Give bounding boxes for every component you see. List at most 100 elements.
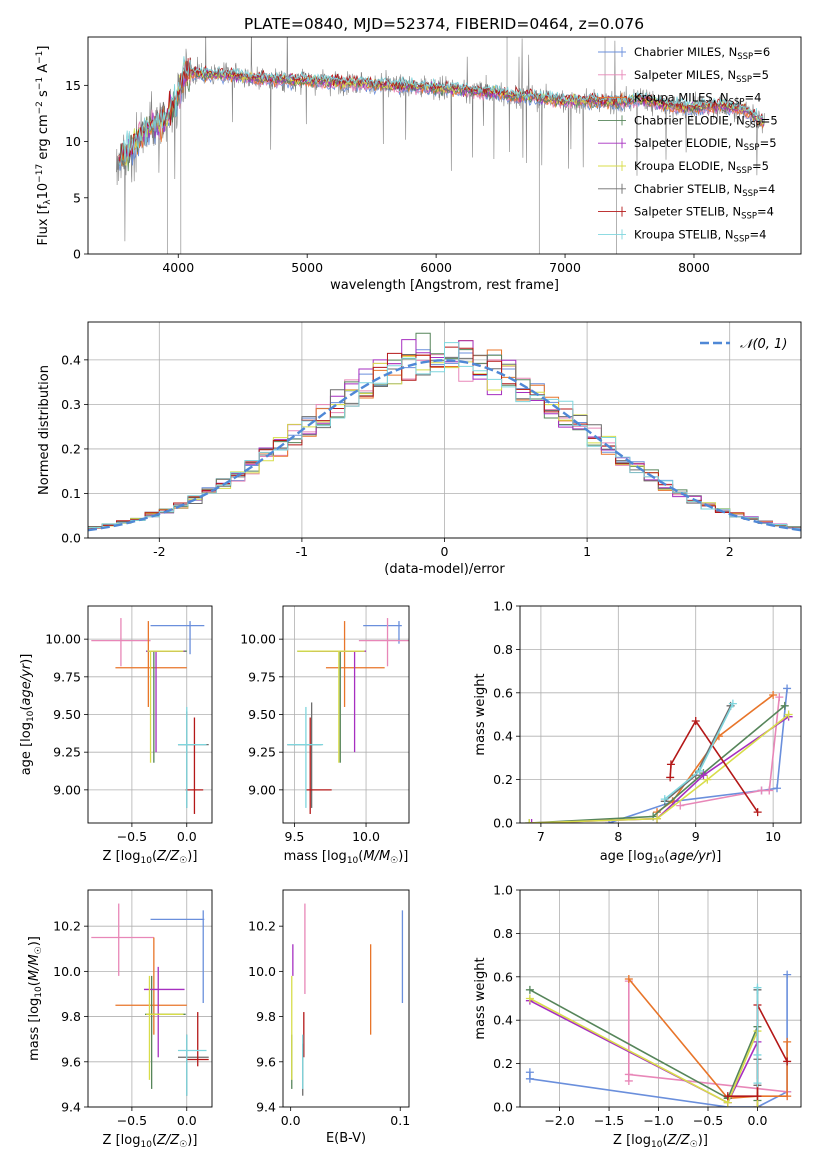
point-kroupa-miles [325,621,385,707]
y-tick-label: 1.0 [493,599,513,614]
y-label-part: −1 [35,51,45,64]
axes-frame-ebv-mass [282,889,410,1108]
label-part: ( [152,849,157,864]
legend-series-name: Chabrier ELODIE [634,113,729,127]
label-subscript: 10 [34,986,44,998]
label-part: Z/Z [156,849,180,864]
legend-n-subscript: SSP [737,52,753,62]
weight-marker [765,786,774,795]
y-axis-label-age-weight: mass weight [473,673,488,755]
x-tick-label: 4000 [162,260,194,275]
y-axis-label-spectrum: Flux [fλ10−17 erg cm−2 s−1 A−1] [35,46,53,246]
x-axis-label-z-age: Z [log10(Z/Z☉)] [103,849,198,866]
point-salpeter-miles [91,903,154,976]
label-part: )] [187,849,197,864]
y-tick-label: 0.2 [493,1056,513,1071]
y-tick-label: 10.0 [53,964,81,979]
legend-n-label: , N [728,136,744,150]
y-label-part: 10 [36,183,51,200]
point-salpeter-miles [91,618,151,667]
label-subscript: 10 [140,856,152,866]
x-axis-label-z-mass: Z [log10(Z/Z☉)] [103,1133,198,1150]
point-chabrier-miles [150,621,205,655]
x-axis-label-z-weight: Z [log10(Z/Z☉)] [613,1133,708,1150]
weight-marker [773,784,782,793]
weight-marker [723,1092,732,1101]
y-label-part: erg cm [36,114,51,163]
y-tick-label: 9.50 [248,707,276,722]
weight-marker [753,983,762,992]
legend-n-value: 5 [770,113,777,127]
y-tick-label: 9.00 [248,782,276,797]
label-part: ( [662,1133,667,1148]
point-kroupa-elodie [297,650,365,763]
label-subscript: 10 [26,710,36,722]
y-axis-label-residuals: Normed distribution [37,365,52,495]
legend-n-label: , N [725,205,741,219]
y-tick-label: 0.8 [493,926,513,941]
x-tick-label: −0.5 [693,1113,723,1128]
weight-marker [784,710,793,719]
point-chabrier-miles [150,910,205,1004]
x-axis-label-age-weight: age [log10(age/yr)] [600,849,722,866]
label-part: Z/Z [667,1133,691,1148]
label-subscript: 10 [140,1140,152,1150]
weight-marker [753,1079,762,1088]
x-tick-label: 0.0 [748,1113,768,1128]
y-tick-label: 10.00 [45,632,81,647]
weight-marker [783,970,792,979]
legend-n-value: 5 [762,159,769,173]
y-tick-label: 9.75 [248,669,276,684]
weight-series-salpeter-stelib [666,717,762,817]
legend-equals: = [760,136,770,150]
legend-entry: Kroupa ELODIE, NSSP=5 [634,159,769,176]
legend-entry: Kroupa STELIB, NSSP=4 [634,227,766,244]
legend-label-normal: 𝒩(0, 1) [740,337,787,352]
label-part: age/yr [669,849,712,864]
weight-marker [653,814,662,823]
weight-marker [780,701,789,710]
legend-n-value: 4 [754,91,761,105]
y-tick-label: 1.0 [493,883,513,898]
weight-marker [753,1092,762,1101]
weight-marker [660,795,669,804]
x-tick-label: -2 [153,544,165,559]
x-tick-label: 6000 [420,260,452,275]
point-salpeter-elodie [143,966,185,1058]
weight-marker [525,819,534,823]
weight-line [529,713,790,823]
legend-n-subscript: SSP [734,234,750,244]
axes-frame-z-weight [519,889,802,1108]
label-part: )] [27,936,42,946]
label-subscript: ☉ [690,1140,698,1150]
x-tick-label: 9 [692,829,700,844]
x-tick-label: −2.0 [544,1113,574,1128]
point-kroupa-stelib [287,706,324,808]
axes-frame-age-weight [519,605,802,824]
weight-marker [783,1057,792,1066]
y-label-part: −2 [35,101,45,114]
x-tick-label: 7 [537,829,545,844]
x-tick-label: 0.1 [390,1113,410,1128]
weight-marker [775,693,784,702]
legend-series-name: Kroupa ELODIE [634,159,720,173]
x-axis-label-spectrum: wavelength [Angstrom, rest frame] [330,278,559,293]
y-tick-label: 0.0 [493,816,513,831]
x-tick-label: -1 [296,544,308,559]
y-tick-label: 5 [73,190,81,205]
x-tick-label: −1.5 [594,1113,624,1128]
label-part: )] [187,1133,197,1148]
x-axis-label-ebv-mass: E(B-V) [326,1131,366,1146]
legend-equals: = [744,91,754,105]
y-tick-label: 0.0 [61,531,81,546]
y-tick-label: 9.8 [61,1009,81,1024]
x-tick-label: −0.5 [117,1113,147,1128]
legend-n-subscript: SSP [742,189,758,199]
legend-n-subscript: SSP [729,98,745,108]
label-part: Z [log [613,1133,651,1148]
label-part: )] [711,849,721,864]
y-tick-label: 9.4 [256,1100,276,1115]
point-chabrier-miles [363,621,402,644]
x-tick-label: 0 [441,544,449,559]
